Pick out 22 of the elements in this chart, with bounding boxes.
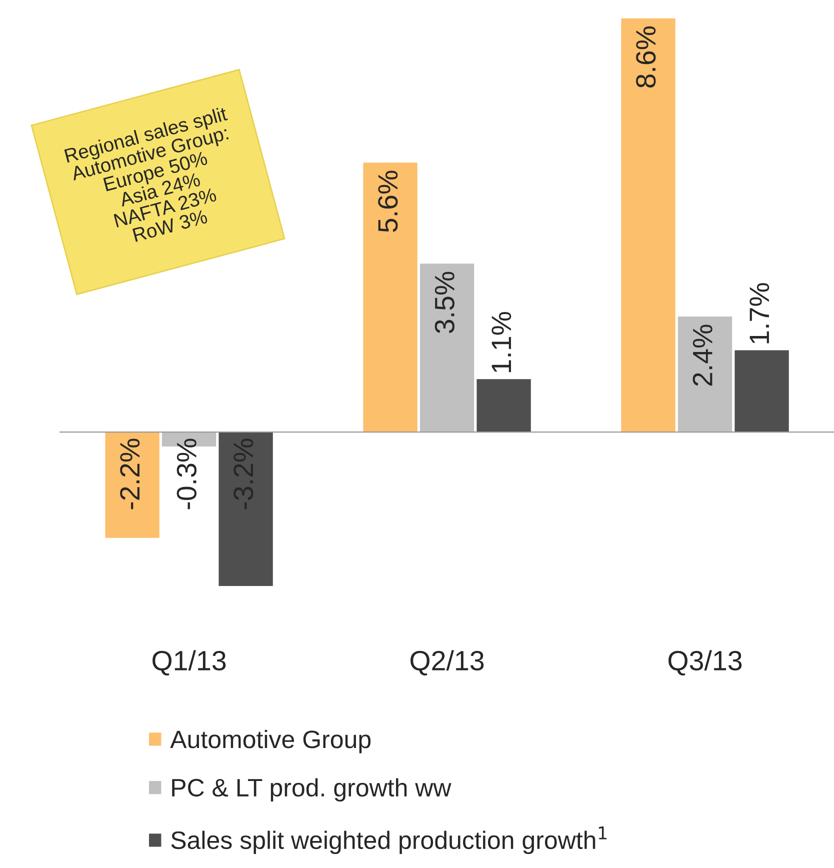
bar [734,350,789,432]
legend-label: PC & LT prod. growth ww [172,778,452,802]
x-tick-label: Q2/13 [410,650,484,676]
bar [476,379,531,432]
legend-label: Sales split weighted production growth$^{1}$ [171,826,606,854]
x-tick-label: Q1/13 [152,650,226,676]
data-label: 8.6% [636,26,656,88]
data-label: 5.6% [378,170,398,232]
bar [420,264,474,432]
data-label: 3.5% [434,272,454,334]
bar [621,18,676,432]
data-label: 2.4% [692,324,712,386]
bar [363,162,418,432]
bar [218,432,273,586]
data-label: -0.3% [176,438,196,510]
bar [678,316,732,432]
data-label: -2.2% [120,438,140,510]
bar [105,432,160,538]
data-label: 1.1% [492,312,512,372]
data-label: 1.7% [750,283,770,344]
legend-label: Automotive Group [170,730,371,754]
x-tick-label: Q3/13 [668,650,742,676]
